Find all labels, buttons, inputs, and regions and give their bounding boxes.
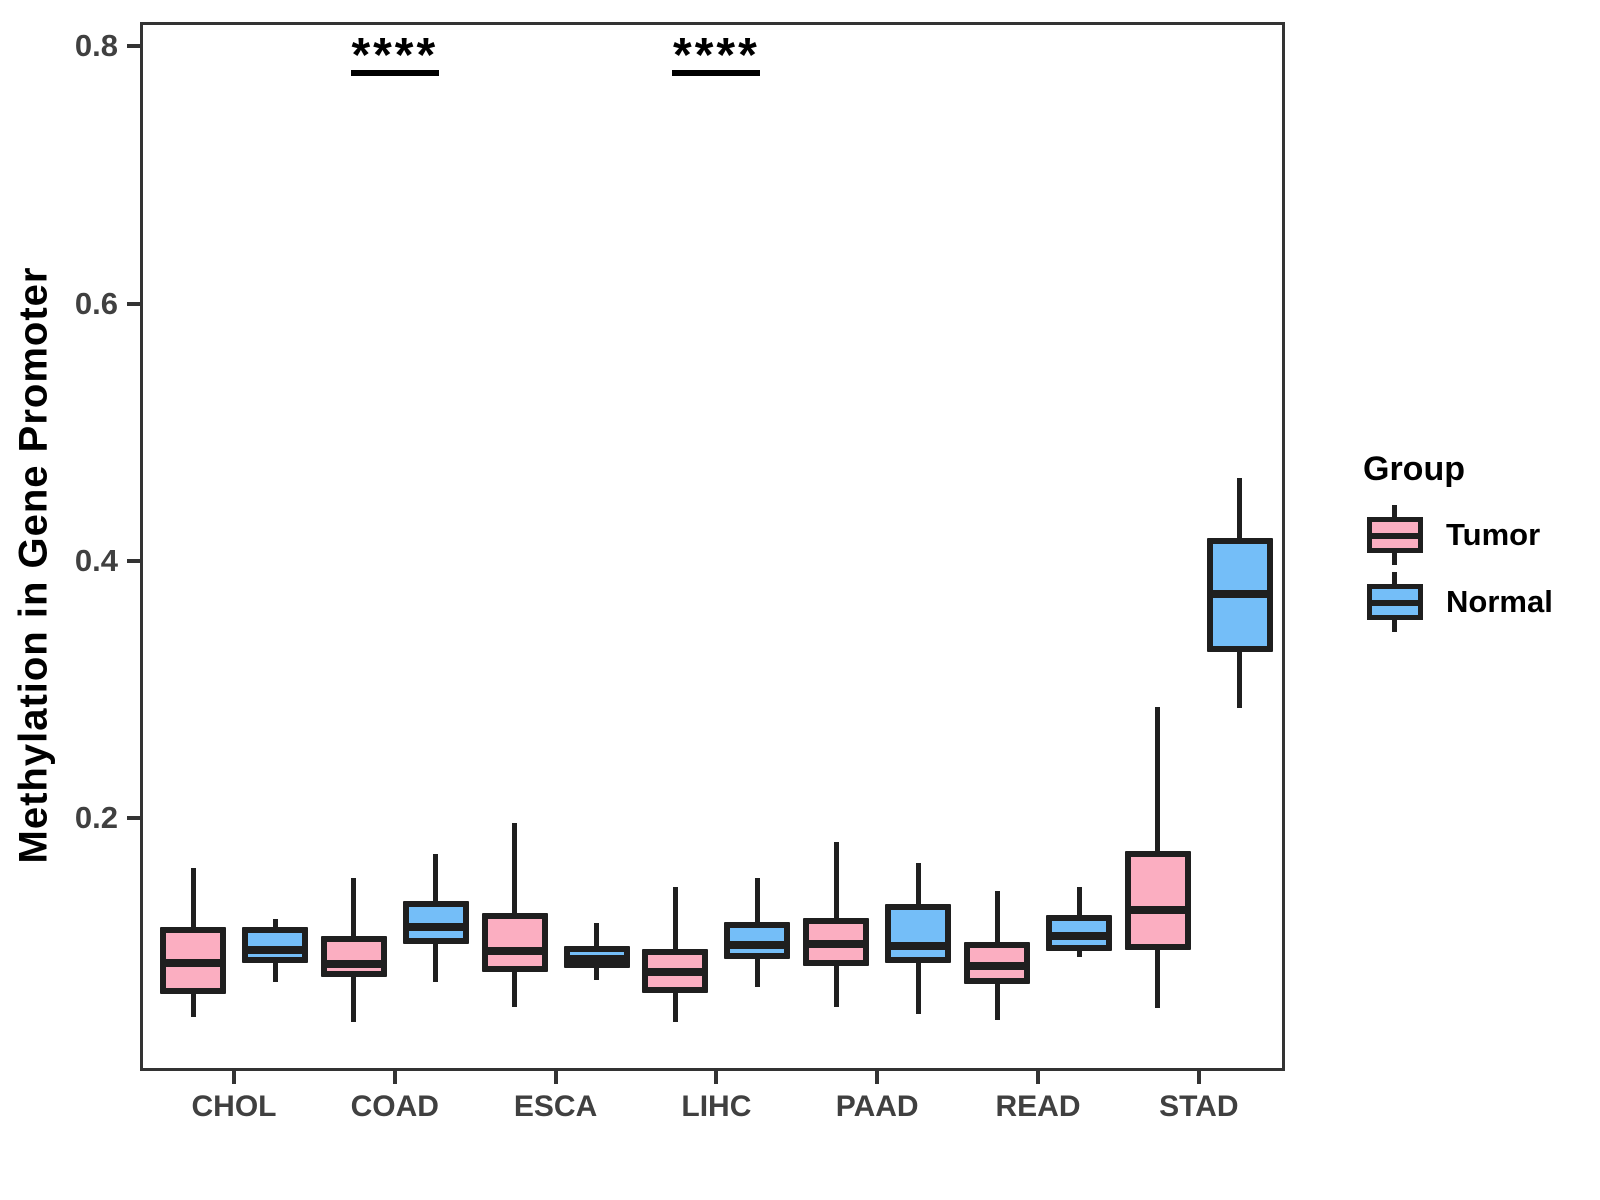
x-axis-tick-label: READ (995, 1090, 1081, 1123)
box-read-tumor (964, 942, 1030, 984)
x-axis-tick (392, 1071, 397, 1084)
median-stad-tumor (1130, 906, 1185, 915)
median-lihc-normal (730, 941, 785, 949)
x-axis-tick-label: STAD (1159, 1090, 1239, 1123)
whisker-upper-stad-normal (1237, 478, 1243, 541)
box-coad-tumor (320, 936, 387, 978)
median-esca-normal (569, 955, 624, 964)
whisker-upper-chol-normal (272, 919, 278, 930)
whisker-upper-paad-tumor (833, 842, 839, 922)
box-paad-tumor (803, 918, 870, 966)
legend-title: Group (1363, 450, 1465, 488)
whisker-lower-chol-tumor (190, 990, 196, 1017)
whisker-upper-stad-tumor (1155, 707, 1161, 855)
median-coad-tumor (326, 960, 381, 969)
whisker-lower-read-tumor (994, 980, 1000, 1020)
whisker-lower-coad-normal (433, 940, 439, 983)
x-axis-tick (714, 1071, 719, 1084)
legend-key-normal-boxplot-icon (1363, 572, 1427, 638)
median-read-tumor (970, 961, 1024, 970)
whisker-lower-esca-tumor (512, 969, 518, 1007)
x-axis-tick (1196, 1071, 1201, 1084)
whisker-lower-paad-tumor (833, 962, 839, 1007)
box-read-normal (1046, 915, 1112, 952)
y-axis-tick (127, 301, 140, 306)
whisker-upper-lihc-tumor (672, 887, 678, 952)
median-chol-normal (248, 946, 302, 955)
x-axis-tick-label: LIHC (681, 1090, 752, 1123)
whisker-upper-esca-normal (594, 923, 600, 950)
x-axis-tick-label: CHOL (191, 1090, 277, 1123)
x-axis-tick-label: PAAD (835, 1090, 919, 1123)
legend-label-normal: Normal (1446, 584, 1553, 619)
whisker-lower-lihc-tumor (672, 989, 678, 1023)
x-axis-tick (553, 1071, 558, 1084)
x-axis-tick (232, 1071, 236, 1084)
median-read-normal (1052, 932, 1106, 940)
whisker-upper-read-tumor (994, 891, 1000, 946)
y-axis-tick (127, 815, 140, 820)
whisker-upper-coad-tumor (351, 878, 357, 939)
x-axis-tick (1036, 1071, 1040, 1084)
whisker-upper-read-normal (1076, 887, 1082, 919)
box-paad-normal (885, 903, 952, 963)
median-esca-tumor (487, 947, 542, 956)
box-chol-normal (242, 927, 308, 963)
box-chol-tumor (160, 927, 226, 994)
box-lihc-tumor (642, 948, 709, 993)
median-paad-tumor (809, 939, 864, 948)
whisker-upper-esca-tumor (512, 822, 518, 916)
box-esca-normal (563, 946, 630, 969)
y-axis-tick (127, 558, 140, 563)
median-stad-normal (1212, 590, 1267, 599)
median-lihc-tumor (648, 967, 703, 976)
whisker-lower-esca-normal (594, 965, 600, 980)
x-axis-tick (875, 1071, 880, 1084)
whisker-lower-lihc-normal (754, 956, 760, 988)
whisker-lower-stad-normal (1237, 648, 1243, 709)
median-paad-normal (891, 942, 946, 951)
y-axis-tick-label: 0.8 (74, 28, 118, 64)
median-coad-normal (408, 923, 463, 931)
x-axis-tick-label: COAD (350, 1090, 439, 1123)
box-lihc-normal (724, 921, 791, 960)
x-axis-tick-label: ESCA (513, 1090, 598, 1123)
whisker-upper-paad-normal (915, 862, 921, 907)
y-axis-tick-label: 0.4 (74, 542, 118, 578)
whisker-upper-coad-normal (433, 853, 439, 905)
y-axis-tick-label: 0.6 (74, 285, 118, 321)
significance-bar-coad (350, 70, 439, 76)
whisker-lower-chol-normal (272, 960, 278, 983)
box-coad-normal (402, 901, 469, 944)
whisker-lower-paad-normal (915, 960, 921, 1015)
significance-bar-lihc (672, 70, 761, 76)
whisker-lower-read-normal (1076, 948, 1082, 957)
legend-key-tumor-boxplot-icon (1363, 505, 1427, 571)
whisker-upper-lihc-normal (754, 878, 760, 925)
whisker-lower-stad-tumor (1155, 947, 1161, 1008)
y-axis-tick-label: 0.2 (74, 799, 118, 835)
median-chol-tumor (166, 959, 220, 967)
box-stad-normal (1206, 537, 1273, 652)
whisker-lower-coad-tumor (351, 974, 357, 1023)
legend-label-tumor: Tumor (1446, 517, 1541, 552)
plot-panel (140, 22, 1285, 1071)
whisker-upper-chol-tumor (190, 867, 196, 930)
box-esca-tumor (481, 912, 548, 972)
y-axis-tick (127, 44, 140, 49)
box-stad-tumor (1124, 851, 1191, 951)
